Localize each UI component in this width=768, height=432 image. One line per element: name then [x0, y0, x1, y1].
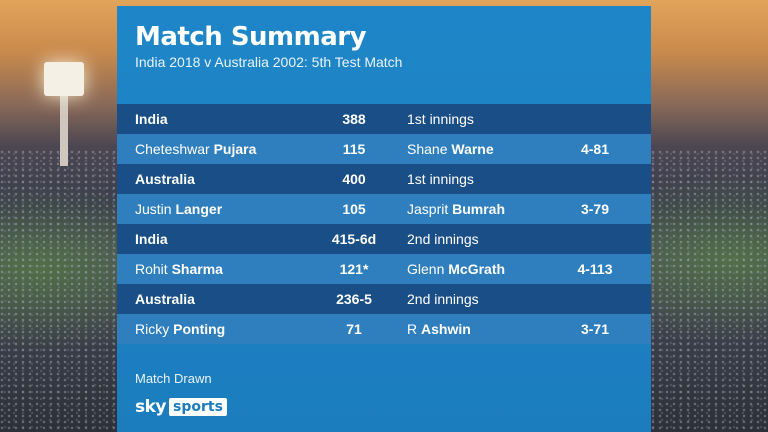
bowler-name: Glenn McGrath [407, 254, 505, 284]
match-result: Match Drawn [135, 371, 212, 386]
player-row: Cheteshwar Pujara 115 Shane Warne 4-81 [117, 134, 651, 164]
bowler-first-name: Glenn [407, 261, 449, 277]
batsman-name: Ricky Ponting [135, 314, 225, 344]
batsman-last-name: Langer [175, 201, 223, 217]
batsman-last-name: Ponting [173, 321, 226, 337]
player-row: Ricky Ponting 71 R Ashwin 3-71 [117, 314, 651, 344]
sky-sports-logo: sky sports [135, 396, 227, 418]
match-summary-panel: Match Summary India 2018 v Australia 200… [117, 6, 651, 432]
team-name: India [135, 231, 168, 247]
team-name: Australia [135, 171, 195, 187]
team-score: 236-5 [336, 291, 372, 307]
bowler-first-name: Shane [407, 141, 452, 157]
batsman-runs: 115 [342, 141, 366, 157]
bowler-name: Shane Warne [407, 134, 494, 164]
team-name: Australia [135, 291, 195, 307]
logo-sports-text: sports [169, 398, 227, 416]
floodlight [44, 62, 84, 96]
bowler-name: R Ashwin [407, 314, 471, 344]
bowler-first-name: Jasprit [407, 201, 453, 217]
bowler-last-name: McGrath [448, 261, 506, 277]
match-subtitle: India 2018 v Australia 2002: 5th Test Ma… [135, 54, 403, 70]
player-row: Justin Langer 105 Jasprit Bumrah 3-79 [117, 194, 651, 224]
innings-label: 1st innings [407, 171, 474, 187]
bowler-last-name: Warne [451, 141, 494, 157]
batsman-name: Rohit Sharma [135, 254, 223, 284]
bowling-figures: 4-113 [577, 261, 613, 277]
team-row: Australia 236-5 2nd innings [117, 284, 651, 314]
batsman-runs: 121* [339, 261, 369, 277]
bowler-first-name: R [407, 321, 421, 337]
batsman-last-name: Sharma [171, 261, 223, 277]
summary-table: India 388 1st innings Cheteshwar Pujara … [117, 104, 651, 344]
batsman-runs: 105 [342, 201, 366, 217]
batsman-first-name: Ricky [135, 321, 174, 337]
batsman-first-name: Rohit [135, 261, 172, 277]
page-title: Match Summary [135, 22, 367, 52]
batsman-last-name: Pujara [213, 141, 257, 157]
team-score: 415-6d [331, 231, 377, 247]
bowling-figures: 3-79 [580, 201, 610, 217]
team-score: 400 [342, 171, 366, 187]
innings-label: 1st innings [407, 111, 474, 127]
batsman-runs: 71 [346, 321, 362, 337]
batsman-name: Justin Langer [135, 194, 222, 224]
innings-label: 2nd innings [407, 231, 479, 247]
batsman-first-name: Cheteshwar [135, 141, 214, 157]
team-row: India 415-6d 2nd innings [117, 224, 651, 254]
innings-label: 2nd innings [407, 291, 479, 307]
bowling-figures: 4-81 [580, 141, 610, 157]
bowler-name: Jasprit Bumrah [407, 194, 505, 224]
bowling-figures: 3-71 [580, 321, 610, 337]
logo-sky-text: sky [135, 397, 167, 417]
bowler-last-name: Ashwin [421, 321, 471, 337]
team-name: India [135, 111, 168, 127]
team-row: India 388 1st innings [117, 104, 651, 134]
batsman-name: Cheteshwar Pujara [135, 134, 256, 164]
floodlight-pole [60, 96, 68, 166]
player-row: Rohit Sharma 121* Glenn McGrath 4-113 [117, 254, 651, 284]
team-row: Australia 400 1st innings [117, 164, 651, 194]
bowler-last-name: Bumrah [452, 201, 506, 217]
team-score: 388 [342, 111, 366, 127]
batsman-first-name: Justin [135, 201, 176, 217]
